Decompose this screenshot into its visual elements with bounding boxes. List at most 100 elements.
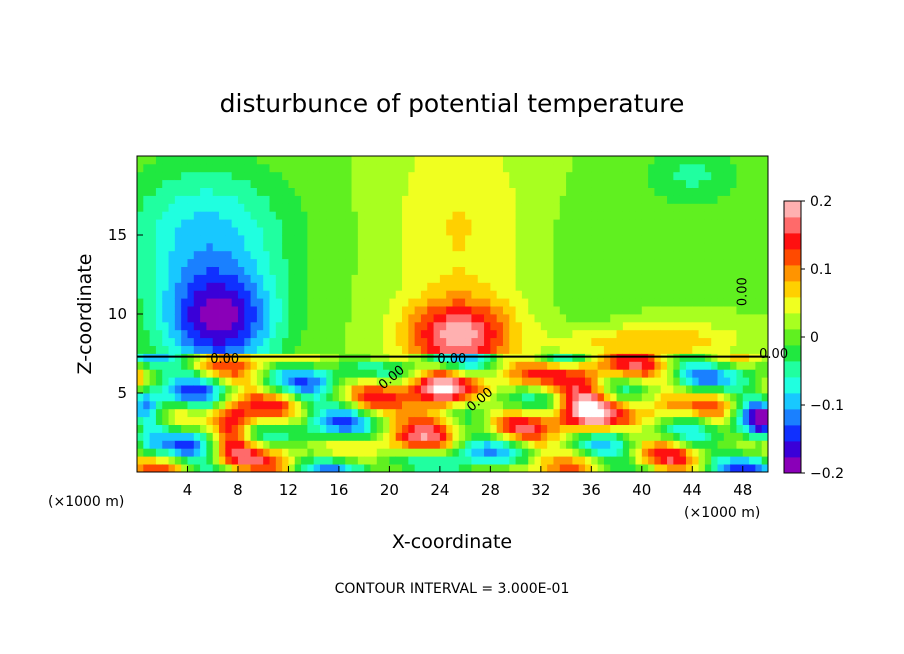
heatmap-cell [648, 258, 655, 267]
heatmap-cell [711, 211, 718, 220]
heatmap-cell [616, 242, 624, 252]
contour-label: 0.00 [437, 352, 466, 367]
heatmap-cell [212, 432, 220, 441]
heatmap-cell [755, 448, 763, 457]
heatmap-cell [294, 195, 302, 204]
heatmap-cell [566, 416, 573, 425]
heatmap-cell [749, 464, 756, 472]
heatmap-cell [660, 235, 668, 244]
heatmap-cell [414, 448, 422, 457]
heatmap-cell [641, 440, 649, 449]
heatmap-cell [484, 440, 491, 449]
heatmap-cell [383, 298, 390, 307]
heatmap-cell [219, 211, 226, 220]
heatmap-cell [250, 377, 258, 386]
heatmap-cell [446, 329, 453, 339]
heatmap-cell [137, 298, 144, 307]
heatmap-cell [237, 306, 245, 315]
heatmap-cell [578, 424, 586, 433]
heatmap-cell [736, 408, 744, 418]
heatmap-cell [648, 282, 655, 291]
heatmap-cell [206, 187, 214, 196]
heatmap-cell [528, 235, 535, 244]
heatmap-cell [408, 408, 416, 418]
heatmap-cell [698, 424, 706, 433]
heatmap-cell [629, 456, 636, 465]
heatmap-cell [471, 203, 479, 212]
heatmap-cell [219, 266, 226, 275]
heatmap-cell [370, 314, 378, 323]
heatmap-cell [345, 440, 352, 449]
heatmap-cell [730, 424, 737, 433]
heatmap-cell [660, 321, 668, 331]
heatmap-cell [364, 163, 371, 173]
heatmap-cell [244, 290, 251, 299]
heatmap-cell [490, 258, 498, 267]
heatmap-cell [730, 282, 737, 291]
heatmap-cell [275, 337, 283, 346]
heatmap-cell [547, 290, 554, 299]
heatmap-cell [509, 195, 516, 204]
heatmap-cell [168, 290, 176, 299]
heatmap-cell [427, 298, 434, 307]
heatmap-cell [553, 156, 561, 165]
heatmap-cell [515, 400, 523, 410]
heatmap-cell [149, 250, 157, 260]
heatmap-cell [471, 227, 479, 236]
heatmap-cell [237, 345, 245, 354]
heatmap-cell [250, 274, 258, 283]
heatmap-cell [692, 163, 699, 173]
heatmap-cell [515, 393, 523, 402]
heatmap-cell [155, 314, 163, 323]
heatmap-cell [162, 266, 169, 275]
heatmap-cell [660, 329, 668, 339]
heatmap-cell [534, 416, 542, 425]
heatmap-cell [162, 211, 169, 220]
heatmap-cell [755, 195, 763, 204]
heatmap-cell [458, 156, 466, 165]
heatmap-cell [225, 219, 233, 228]
heatmap-cell [465, 314, 472, 323]
heatmap-cell [490, 290, 498, 299]
heatmap-cell [502, 195, 510, 204]
heatmap-cell [585, 274, 592, 283]
heatmap-cell [591, 408, 599, 418]
heatmap-cell [376, 416, 384, 425]
heatmap-cell [616, 440, 624, 449]
heatmap-cell [402, 345, 409, 354]
heatmap-cell [509, 235, 516, 244]
heatmap-cell [301, 258, 308, 267]
heatmap-cell [420, 314, 428, 323]
heatmap-cell [616, 393, 624, 402]
heatmap-cell [250, 448, 258, 457]
heatmap-cell [610, 195, 617, 204]
heatmap-cell [730, 266, 737, 275]
heatmap-cell [332, 314, 340, 323]
heatmap-cell [534, 464, 542, 472]
heatmap-cell [458, 448, 466, 457]
heatmap-cell [420, 424, 428, 433]
heatmap-cell [174, 321, 182, 331]
heatmap-cell [622, 400, 630, 410]
heatmap-cell [181, 408, 188, 418]
heatmap-cell [427, 321, 434, 331]
heatmap-cell [723, 211, 731, 220]
heatmap-cell [357, 424, 365, 433]
heatmap-cell [547, 274, 554, 283]
heatmap-cell [244, 187, 251, 196]
heatmap-cell [256, 337, 264, 346]
heatmap-cell [357, 464, 365, 472]
heatmap-cell [433, 314, 441, 323]
heatmap-cell [237, 171, 245, 181]
heatmap-cell [143, 377, 151, 386]
heatmap-cell [660, 227, 668, 236]
heatmap-cell [301, 385, 308, 394]
heatmap-cell [648, 203, 655, 212]
heatmap-cell [553, 345, 561, 354]
heatmap-cell [439, 163, 447, 173]
heatmap-cell [622, 187, 630, 196]
heatmap-cell [471, 314, 479, 323]
heatmap-cell [704, 258, 712, 267]
heatmap-cell [288, 211, 296, 220]
heatmap-cell [433, 250, 441, 260]
